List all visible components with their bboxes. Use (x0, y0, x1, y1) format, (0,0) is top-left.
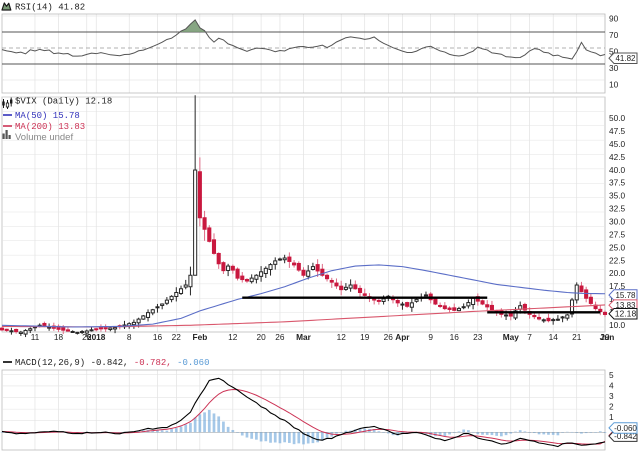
svg-text:50.0: 50.0 (609, 113, 626, 123)
svg-text:2018: 2018 (87, 332, 106, 342)
svg-text:40.0: 40.0 (609, 165, 626, 175)
svg-text:$VIX (Daily) 12.18: $VIX (Daily) 12.18 (15, 97, 112, 107)
svg-text:4: 4 (609, 381, 614, 391)
svg-text:11: 11 (31, 332, 40, 342)
svg-text:30.0: 30.0 (609, 217, 626, 227)
svg-text:7: 7 (527, 332, 532, 342)
svg-text:3: 3 (609, 391, 614, 401)
svg-text:MA(50) 15.78: MA(50) 15.78 (15, 111, 80, 121)
svg-text:26: 26 (384, 332, 394, 342)
svg-text:18: 18 (54, 332, 64, 342)
svg-text:35.0: 35.0 (609, 191, 626, 201)
svg-text:22: 22 (172, 332, 182, 342)
svg-text:May: May (503, 332, 520, 342)
svg-text:10.0: 10.0 (609, 320, 626, 330)
svg-text:MACD(12,26,9) -0.842, -0.782,: MACD(12,26,9) -0.842, -0.782, -0.060 (15, 358, 209, 368)
svg-text:21: 21 (572, 332, 582, 342)
svg-text:16: 16 (450, 332, 460, 342)
svg-text:22.5: 22.5 (609, 255, 626, 265)
svg-text:19: 19 (360, 332, 370, 342)
svg-text:30: 30 (609, 63, 619, 73)
svg-text:27.5: 27.5 (609, 229, 626, 239)
svg-text:20: 20 (256, 332, 266, 342)
svg-text:41.82: 41.82 (615, 54, 636, 63)
svg-text:70: 70 (609, 30, 619, 40)
svg-text:47.5: 47.5 (609, 126, 626, 136)
svg-text:15.78: 15.78 (615, 291, 636, 300)
svg-text:8: 8 (127, 332, 132, 342)
svg-text:25.0: 25.0 (609, 242, 626, 252)
svg-text:Feb: Feb (193, 332, 208, 342)
svg-text:37.5: 37.5 (609, 178, 626, 188)
svg-text:Mar: Mar (296, 332, 312, 342)
svg-text:90: 90 (609, 14, 619, 24)
svg-text:12: 12 (228, 332, 238, 342)
svg-text:42.5: 42.5 (609, 152, 626, 162)
svg-text:1: 1 (609, 412, 614, 422)
svg-text:-0.060: -0.060 (614, 424, 637, 433)
svg-text:23: 23 (473, 332, 483, 342)
svg-text:RSI(14) 41.82: RSI(14) 41.82 (15, 3, 85, 13)
svg-text:2: 2 (609, 401, 614, 411)
svg-text:32.5: 32.5 (609, 204, 626, 214)
svg-text:12.18: 12.18 (615, 309, 637, 319)
svg-text:MA(200) 13.83: MA(200) 13.83 (15, 122, 85, 132)
svg-text:5: 5 (609, 370, 614, 380)
svg-text:16: 16 (153, 332, 163, 342)
svg-text:14: 14 (549, 332, 559, 342)
svg-text:Jun: Jun (600, 332, 615, 342)
svg-text:45.0: 45.0 (609, 139, 626, 149)
svg-text:10: 10 (609, 80, 619, 90)
svg-text:26: 26 (275, 332, 285, 342)
svg-text:12: 12 (337, 332, 347, 342)
svg-text:20.0: 20.0 (609, 268, 626, 278)
svg-text:Volume undef: Volume undef (15, 132, 73, 143)
svg-text:9: 9 (428, 332, 433, 342)
svg-text:Apr: Apr (395, 332, 410, 342)
